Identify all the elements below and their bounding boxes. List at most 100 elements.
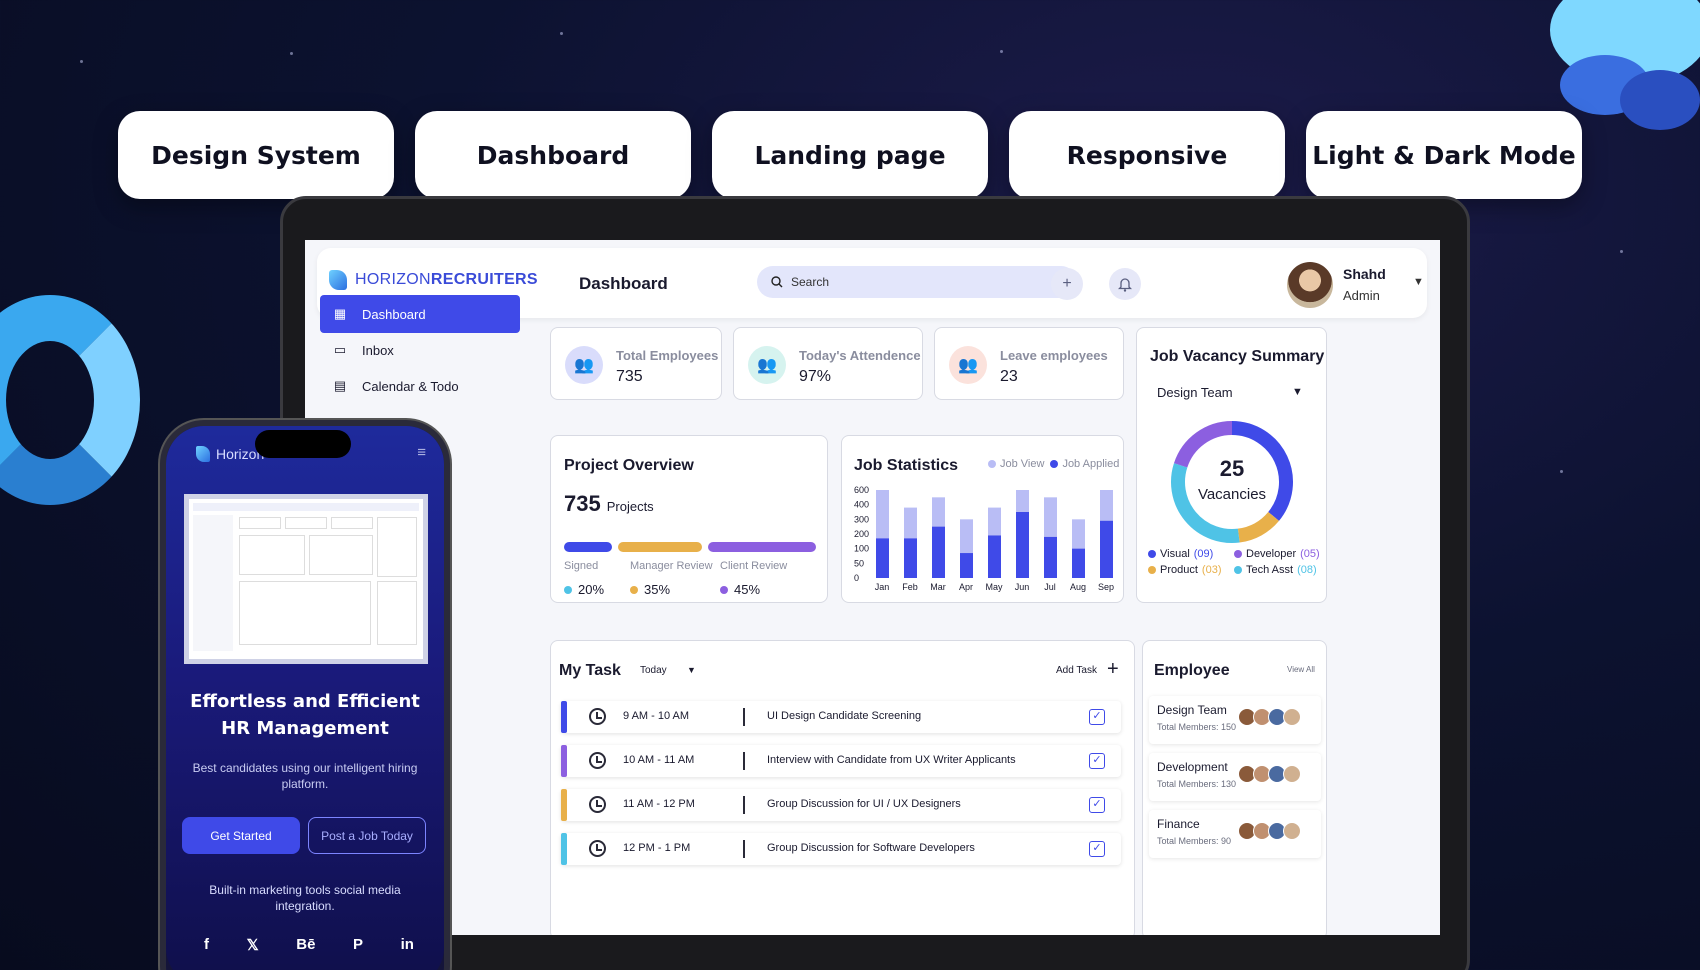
donut-slice-product: [1237, 511, 1279, 543]
segment-bar: [564, 542, 612, 552]
task-checkbox[interactable]: ✓: [1089, 753, 1105, 769]
member-avatars: [1238, 765, 1301, 783]
x-icon[interactable]: 𝕏: [246, 937, 259, 954]
stat-label: Today's Attendence: [799, 348, 921, 363]
bar-job-applied: [960, 553, 973, 578]
behance-icon[interactable]: Bē: [296, 936, 316, 953]
chevron-down-icon[interactable]: ▼: [1292, 386, 1303, 398]
x-tick-label: Feb: [902, 582, 918, 592]
bar-job-applied: [932, 526, 945, 578]
team-name: Design Team: [1157, 703, 1227, 717]
y-tick-label: 50: [854, 558, 864, 568]
legend-tech-asst: Tech Asst (08): [1234, 564, 1317, 576]
star: [560, 32, 563, 35]
task-checkbox[interactable]: ✓: [1089, 709, 1105, 725]
phone-subtext: Best candidates using our intelligent hi…: [192, 761, 418, 791]
search-icon: [771, 276, 783, 288]
sidebar-item-dashboard[interactable]: ▦ Dashboard: [320, 295, 520, 333]
sidebar-item-label: Dashboard: [362, 306, 426, 322]
post-job-button[interactable]: Post a Job Today: [308, 817, 426, 854]
employee-team-row[interactable]: Finance Total Members: 90: [1149, 810, 1321, 858]
users-icon: 👥: [949, 346, 987, 384]
add-button[interactable]: +: [1051, 268, 1083, 300]
phone-footer-text: Built-in marketing tools social media in…: [209, 883, 401, 913]
x-tick-label: Aug: [1070, 582, 1086, 592]
project-count: 735 Projects: [564, 491, 654, 517]
legend-product: Product (03): [1148, 564, 1221, 576]
task-row[interactable]: 12 PM - 1 PM Group Discussion for Softwa…: [561, 833, 1121, 865]
task-row[interactable]: 9 AM - 10 AM UI Design Candidate Screeni…: [561, 701, 1121, 733]
feature-pill-light-dark-mode: Light & Dark Mode: [1306, 111, 1582, 199]
bar-job-applied: [1072, 548, 1085, 578]
sidebar-item-inbox[interactable]: ▭ Inbox: [320, 331, 520, 369]
inbox-icon: ▭: [333, 342, 347, 357]
team-members: Total Members: 90: [1157, 836, 1232, 846]
stat-card-leave[interactable]: 👥 Leave employees 23: [934, 327, 1124, 400]
employee-team-row[interactable]: Design Team Total Members: 150: [1149, 696, 1321, 744]
segment-label: Signed: [564, 560, 599, 572]
y-tick-label: 100: [854, 544, 869, 554]
chevron-down-icon[interactable]: ▼: [1413, 276, 1424, 288]
task-row[interactable]: 11 AM - 12 PM Group Discussion for UI / …: [561, 789, 1121, 821]
segment-percent: 20%: [564, 582, 604, 597]
task-checkbox[interactable]: ✓: [1089, 797, 1105, 813]
task-time: 10 AM - 11 AM: [623, 754, 695, 766]
task-checkbox[interactable]: ✓: [1089, 841, 1105, 857]
facebook-icon[interactable]: f: [204, 936, 209, 953]
stat-value: 97%: [799, 368, 832, 385]
task-desc: Group Discussion for Software Developers: [767, 842, 975, 854]
employee-card: Employee View All Design Team Total Memb…: [1142, 640, 1327, 935]
star: [1560, 470, 1563, 473]
menu-icon[interactable]: ≡: [417, 444, 426, 461]
team-members: Total Members: 130: [1157, 779, 1237, 789]
linkedin-icon[interactable]: in: [400, 936, 414, 953]
bar-job-applied: [1016, 512, 1029, 578]
notifications-button[interactable]: [1109, 268, 1141, 300]
y-tick-label: 300: [854, 514, 869, 524]
clock-icon: [589, 708, 606, 725]
team-name: Development: [1157, 760, 1228, 774]
segment-percent: 35%: [630, 582, 670, 597]
stat-card-total-employees[interactable]: 👥 Total Employees 735: [550, 327, 722, 400]
view-all-link[interactable]: View All: [1287, 665, 1315, 674]
chevron-down-icon[interactable]: ▼: [687, 665, 696, 675]
segment-bar: [708, 542, 816, 552]
feature-pill-landing-page: Landing page: [712, 111, 988, 199]
segment-percent: 45%: [720, 582, 760, 597]
task-filter[interactable]: Today: [640, 665, 667, 676]
task-time: 9 AM - 10 AM: [623, 710, 690, 722]
logo-mark-icon: [329, 270, 347, 290]
job-statistics-chart: 600 400 300 200 100 50 0 Jan Feb Mar Apr May Jun Jul A…: [854, 485, 1114, 592]
add-task-button[interactable]: Add Task: [1056, 665, 1097, 676]
sidebar-item-label: Calendar & Todo: [362, 378, 459, 394]
brand-logo[interactable]: HORIZONRECRUITERS: [329, 270, 538, 290]
phone-brand-name: Horizon: [216, 446, 265, 462]
stat-card-attendance[interactable]: 👥 Today's Attendence 97%: [733, 327, 923, 400]
plus-icon[interactable]: +: [1107, 658, 1119, 680]
phone-notch: [255, 430, 351, 458]
pinterest-icon[interactable]: P: [353, 936, 364, 953]
phone-brand[interactable]: Horizon: [196, 446, 264, 462]
brand-name: HORIZONRECRUITERS: [355, 271, 538, 288]
employee-team-row[interactable]: Development Total Members: 130: [1149, 753, 1321, 801]
dashboard-screen: HORIZONRECRUITERS Dashboard Search + Sha…: [305, 240, 1440, 935]
task-time: 11 AM - 12 PM: [623, 798, 695, 810]
team-name: Finance: [1157, 817, 1200, 831]
team-select[interactable]: Design Team: [1157, 385, 1233, 400]
x-tick-label: Jul: [1044, 582, 1056, 592]
card-title: Job Vacancy Summary: [1150, 348, 1325, 365]
user-avatar[interactable]: [1287, 262, 1333, 308]
clock-icon: [589, 796, 606, 813]
search-input[interactable]: Search: [757, 266, 1077, 298]
get-started-button[interactable]: Get Started: [182, 817, 300, 854]
user-role: Admin: [1343, 288, 1380, 303]
task-time: 12 PM - 1 PM: [623, 842, 691, 854]
search-placeholder: Search: [791, 275, 830, 289]
task-row[interactable]: 10 AM - 11 AM Interview with Candidate f…: [561, 745, 1121, 777]
stat-value: 23: [1000, 368, 1018, 385]
bar-job-applied: [876, 538, 889, 578]
donut-slice-developer: [1173, 421, 1233, 468]
sidebar-item-calendar[interactable]: ▤ Calendar & Todo: [320, 367, 520, 405]
x-tick-label: Apr: [959, 582, 973, 592]
bar-job-applied: [904, 538, 917, 578]
